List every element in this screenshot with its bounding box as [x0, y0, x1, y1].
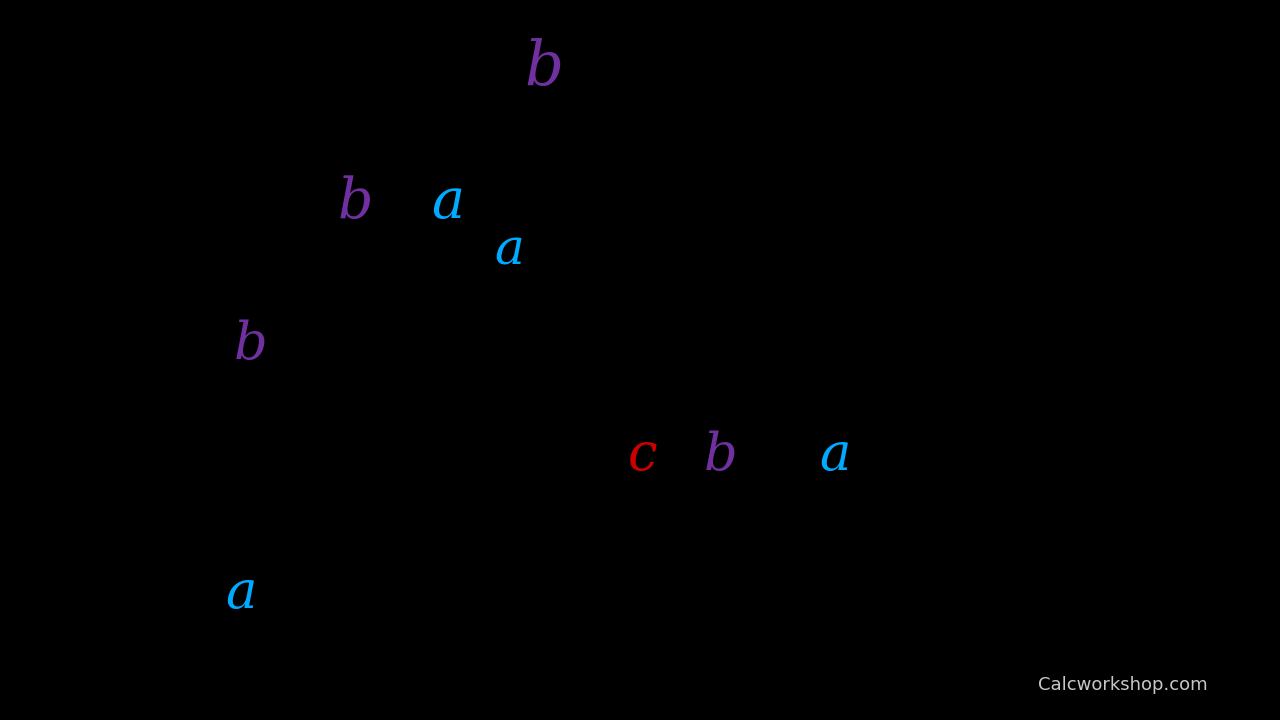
Text: a: a	[494, 226, 525, 275]
Text: b: b	[525, 38, 563, 99]
Text: Calcworkshop.com: Calcworkshop.com	[1038, 677, 1207, 694]
Text: c: c	[627, 430, 658, 480]
Text: b: b	[338, 176, 374, 230]
Text: a: a	[225, 568, 256, 618]
Text: b: b	[704, 430, 737, 480]
Text: b: b	[234, 319, 268, 369]
Text: a: a	[819, 430, 850, 480]
Text: a: a	[431, 176, 465, 230]
